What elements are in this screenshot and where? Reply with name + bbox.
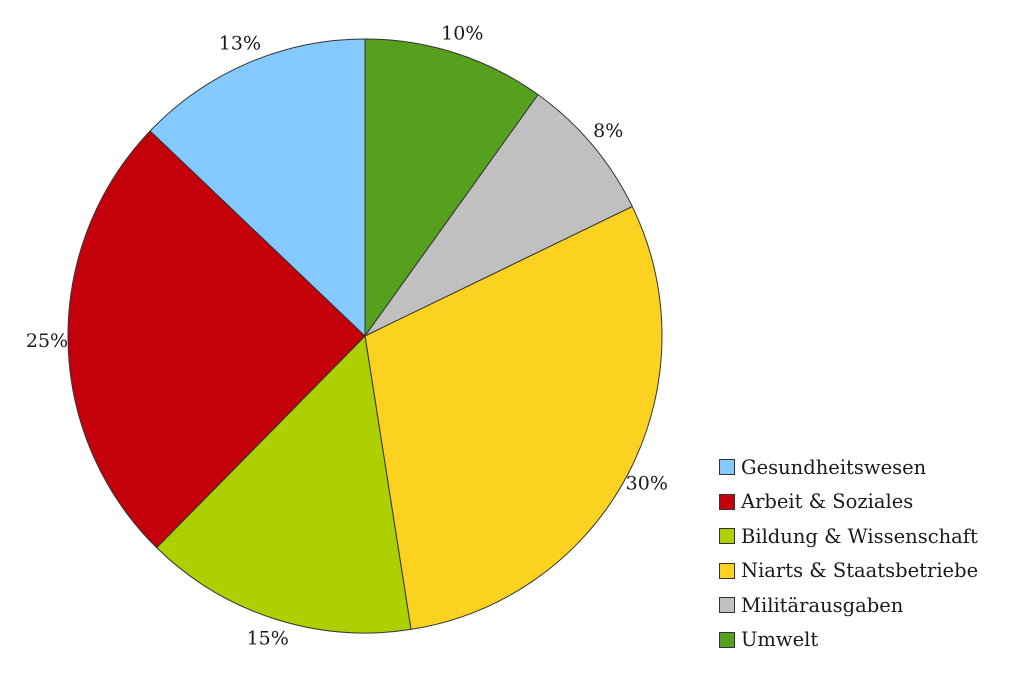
legend-item-militarausgaben: Militärausgaben xyxy=(719,588,978,623)
pie-slice-arbeit-and-soziales xyxy=(67,130,366,549)
pie-slice-umwelt xyxy=(364,38,539,338)
pie-value-labels: 10% 8% 30% 15% 25% 13% xyxy=(26,22,668,649)
legend-label: Bildung & Wissenschaft xyxy=(741,524,978,548)
legend-label: Arbeit & Soziales xyxy=(741,490,914,514)
pie-value-label-arbeit-and-soziales: 25% xyxy=(26,330,68,352)
pie-value-label-bildung-and-wissenschaft: 15% xyxy=(247,628,289,650)
legend-swatch xyxy=(719,528,735,545)
pie-value-label-umwelt: 10% xyxy=(441,22,483,44)
legend-label: Gesundheitswesen xyxy=(741,455,927,479)
pie-slices xyxy=(67,38,663,634)
legend-swatch xyxy=(719,493,735,510)
pie-value-label-gesundheitswesen: 13% xyxy=(219,33,261,55)
legend-label: Militärausgaben xyxy=(741,593,904,617)
legend-label: Niarts & Staatsbetriebe xyxy=(741,559,979,583)
pie-slice-bildung-and-wissenschaft xyxy=(155,334,412,634)
chart-legend: Gesundheitswesen Arbeit & Soziales Bildung… xyxy=(719,450,978,657)
legend-swatch xyxy=(719,631,735,648)
pie-slice-gesundheitswesen xyxy=(149,38,366,338)
legend-item-bildung-and-wissenschaft: Bildung & Wissenschaft xyxy=(719,519,978,554)
pie-slice-niarts-and-staatsbetriebe xyxy=(364,205,663,630)
legend-swatch xyxy=(719,562,735,579)
pie-slice-militarausgaben xyxy=(364,93,633,337)
legend-label: Umwelt xyxy=(741,628,819,652)
pie-value-label-militarausgaben: 8% xyxy=(593,120,623,142)
legend-item-umwelt: Umwelt xyxy=(719,623,978,658)
legend-swatch xyxy=(719,459,735,476)
legend-item-niarts-and-staatsbetriebe: Niarts & Staatsbetriebe xyxy=(719,554,978,589)
legend-item-arbeit-and-soziales: Arbeit & Soziales xyxy=(719,485,978,520)
legend-swatch xyxy=(719,597,735,614)
legend-item-gesundheitswesen: Gesundheitswesen xyxy=(719,450,978,485)
pie-value-label-niarts-and-staatsbetriebe: 30% xyxy=(626,472,668,494)
